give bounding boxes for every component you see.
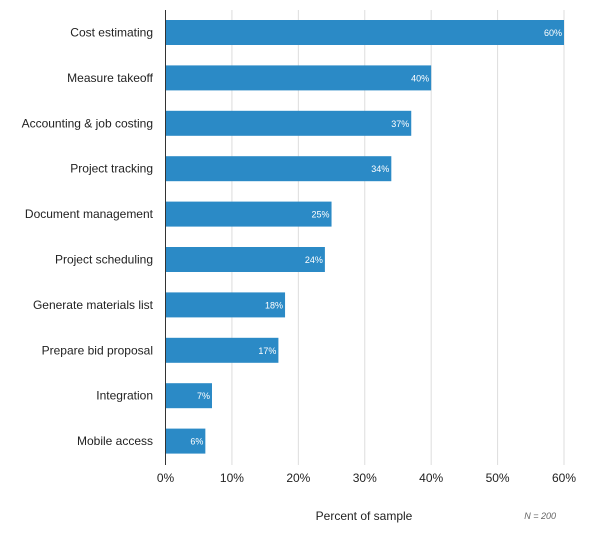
bar-value-label: 60% [544, 28, 562, 38]
bar [165, 110, 412, 136]
x-tick-label: 30% [353, 471, 377, 485]
category-label: Prepare bid proposal [42, 343, 153, 357]
bar-value-label: 25% [312, 210, 330, 220]
bar [165, 383, 212, 409]
category-labels: Cost estimating Measure takeoff Accounting… [22, 26, 154, 449]
bar-value-label: 7% [197, 391, 210, 401]
bar [165, 20, 564, 45]
bar [165, 292, 286, 318]
bar [165, 65, 432, 91]
bar-value-label: 34% [371, 164, 389, 174]
bars: 60% 40% 37% 34% 25% 24% 18% 17% 7% 6% [165, 20, 564, 454]
x-axis-title: Percent of sample [316, 509, 413, 523]
bar-value-label: 6% [190, 437, 203, 447]
category-label: Document management [25, 207, 154, 221]
bar-value-label: 24% [305, 255, 323, 265]
category-label: Project scheduling [55, 253, 153, 267]
sample-size-note: N = 200 [524, 511, 556, 521]
category-label: Project tracking [70, 162, 153, 176]
x-tick-label: 50% [486, 471, 510, 485]
x-tick-label: 10% [220, 471, 244, 485]
x-tick-label: 0% [157, 471, 175, 485]
bar [165, 247, 325, 272]
x-tick-label: 60% [552, 471, 576, 485]
bar-value-label: 18% [265, 300, 283, 310]
bar [165, 201, 332, 227]
bar-value-label: 37% [391, 119, 409, 129]
category-label: Accounting & job costing [22, 116, 153, 130]
bar [165, 337, 279, 363]
x-tick-label: 40% [419, 471, 443, 485]
category-label: Cost estimating [70, 26, 153, 40]
category-label: Mobile access [77, 434, 153, 448]
x-tick-labels: 0% 10% 20% 30% 40% 50% 60% [157, 471, 577, 485]
category-label: Generate materials list [33, 298, 154, 312]
bar-value-label: 40% [411, 73, 429, 83]
bar [165, 428, 206, 454]
bar [165, 156, 392, 182]
x-tick-label: 20% [286, 471, 310, 485]
bar-value-label: 17% [258, 346, 276, 356]
category-label: Integration [96, 389, 153, 403]
category-label: Measure takeoff [67, 71, 153, 85]
